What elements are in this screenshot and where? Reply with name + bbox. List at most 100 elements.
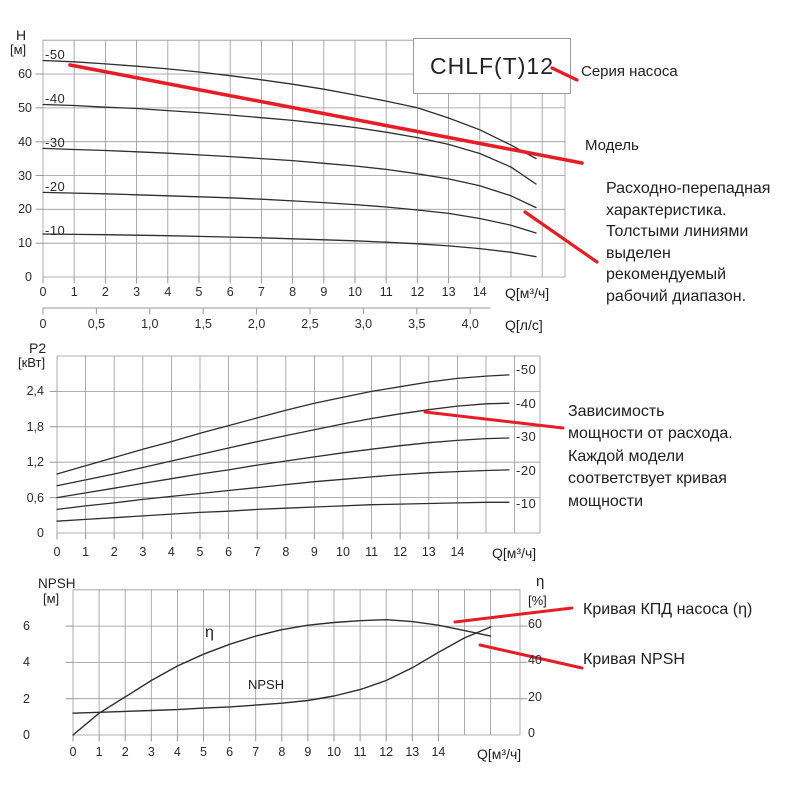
flow-axis-tick: 11 [353,745,367,759]
flow-axis-tick: 10 [348,285,362,299]
flow-axis-tick: 4 [173,745,181,759]
eta-axis-tick: 20 [528,689,542,704]
annotation-series: Серия насоса [581,63,678,80]
flow-axis-tick: 5 [196,545,204,559]
flow-axis-tick: 8 [282,545,290,559]
series-title-box: CHLF(T)12 [413,38,571,94]
flow-axis-tick: 3 [147,745,155,759]
bottom-curve-η [72,619,492,736]
h-axis-tick: 20 [18,202,32,217]
eta-axis-unit: [%] [528,593,547,608]
flow-axis-tick: 13 [405,745,420,759]
power-curve--30 [56,437,510,499]
p2-axis-tick: 1,8 [26,419,44,434]
flow-axis-tick: 8 [278,745,286,759]
flow-axis-unit-middle: Q[м³/ч] [492,545,537,561]
h-axis-tick: 60 [18,67,32,82]
flow-axis-tick: 12 [379,745,394,759]
power-curve-label: -30 [516,429,537,444]
npsh-axis-tick: 6 [23,619,30,634]
flow-axis-tick: 14 [431,745,446,759]
flow-axis-tick: 13 [421,545,436,559]
eta-axis-tick: 40 [528,653,542,668]
p2-axis-tick: 2,4 [26,384,44,399]
power-curve-label: -20 [516,462,537,478]
axis-ticks-top [35,73,491,315]
eta-axis-tick: 60 [528,617,542,632]
npsh-axis-unit: [м] [43,591,60,606]
eta-curve-label: η [205,624,214,641]
axis-ticks-middle [49,390,458,540]
flow-axis-tick: 8 [289,285,297,299]
npsh-axis-tick: 0 [23,728,30,742]
flow-lps-axis-tick: 2,5 [301,317,319,331]
flow-axis-tick: 2 [101,285,109,299]
flow-axis-tick: 9 [310,545,318,559]
flow-axis-tick: 1 [95,745,103,759]
h-axis-tick: 30 [18,168,32,183]
power-curve--20 [56,469,510,511]
npsh-axis-tick: 4 [23,655,30,670]
flow-axis-tick: 9 [304,745,312,759]
head-curve-label: -40 [45,90,66,106]
head-curve-label: -20 [45,178,66,194]
flow-axis-tick: 7 [257,285,265,299]
h-axis-label: H [16,27,27,43]
power-curve-label: -10 [516,496,537,511]
flow-axis-tick: 2 [110,545,118,559]
flow-lps-axis-tick: 0 [39,317,47,331]
h-axis-unit: [м] [10,42,27,57]
flow-lps-axis-tick: 1,5 [194,317,212,331]
flow-axis-tick: 4 [164,285,172,299]
flow-axis-tick: 1 [82,545,90,559]
power-curve-label: -50 [516,362,537,377]
flow-axis-tick: 3 [133,285,141,299]
flow-axis-tick: 5 [195,285,203,299]
flow-lps-axis-tick: 3,0 [354,317,373,331]
npsh-curve-label: NPSH [248,677,285,692]
p2-axis-label: P2 [29,340,47,356]
flow-axis-tick: 2 [121,745,129,759]
series-title: CHLF(T)12 [429,52,554,79]
npsh-axis-tick: 2 [23,691,30,706]
annotation-model: Модель [585,137,639,154]
flow-axis-tick: 0 [69,745,77,759]
flow-axis-tick: 6 [226,745,234,759]
flow-axis-tick: 3 [139,545,147,559]
flow-axis-unit-bottom: Q[м³/ч] [477,746,522,762]
flow-axis-tick: 0 [53,545,61,559]
flow-lps-axis-tick: 4,0 [461,317,479,331]
flow-axis-tick: 14 [450,545,465,559]
power-curve--40 [56,402,510,487]
flow-lps-axis-unit: Q[л/с] [505,317,543,333]
p2-axis-tick: 0 [37,526,44,540]
flow-axis-tick: 13 [441,285,456,299]
head-curve-label: -30 [45,134,66,150]
flow-axis-tick: 10 [336,545,350,559]
annotation-npsh-note: Кривая NPSH [583,651,685,668]
annotation-flow-note: Расходно-перепадная характеристика. Толс… [606,180,771,305]
power-curve--10 [56,501,510,522]
h-axis-tick: 0 [25,270,32,284]
flow-axis-tick: 12 [393,545,408,559]
h-axis-tick: 10 [18,236,32,251]
bottom-curve-NPSH [72,626,492,714]
flow-axis-tick: 4 [167,545,175,559]
flow-axis-tick: 10 [327,745,341,759]
grid-bottom [72,589,521,736]
head-curve--40 [42,103,537,185]
flow-axis-tick: 0 [39,285,47,299]
h-axis-tick: 50 [18,100,32,115]
annotation-efficiency-note: Кривая КПД насоса (η) [583,601,753,618]
flow-lps-axis-tick: 3,5 [408,317,426,331]
p2-axis-tick: 0,6 [26,490,44,505]
grid-middle [56,355,541,534]
power-curve--50 [56,374,510,475]
flow-axis-tick: 9 [320,285,328,299]
flow-axis-tick: 6 [225,545,233,559]
eta-axis-label: η [536,573,545,590]
flow-axis-tick: 1 [70,285,78,299]
head-curve--10 [42,233,537,258]
